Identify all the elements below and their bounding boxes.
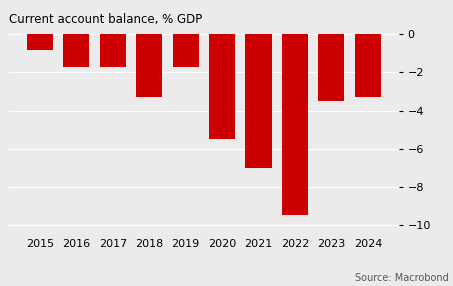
Bar	[282, 34, 308, 215]
Bar	[136, 34, 162, 97]
Text: Current account balance, % GDP: Current account balance, % GDP	[9, 13, 202, 26]
Bar	[63, 34, 89, 67]
Bar	[209, 34, 235, 139]
Text: Source: Macrobond: Source: Macrobond	[355, 273, 448, 283]
Bar	[100, 34, 126, 67]
Bar	[355, 34, 381, 97]
Bar	[27, 34, 53, 49]
Bar	[318, 34, 344, 101]
Bar	[173, 34, 199, 67]
Bar	[246, 34, 272, 168]
